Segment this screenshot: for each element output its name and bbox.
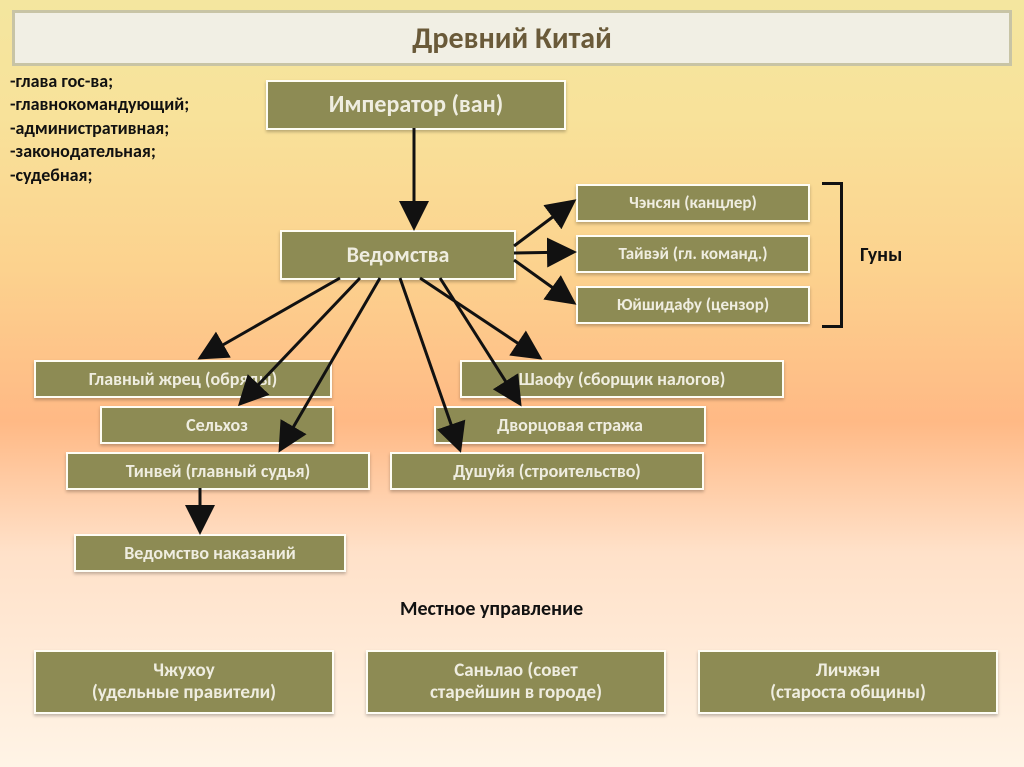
node-zhrec: Главный жрец (обряды) [34,360,332,398]
list-item: -судебная; [10,164,189,187]
node-dushuia: Душуйя (строительство) [390,452,704,490]
node-shaofu: Шаофу (сборщик налогов) [460,360,784,398]
node-tinvei: Тинвей (главный судья) [66,452,370,490]
page-title: Древний Китай [12,10,1012,66]
node-yushidafu: Юйшидафу (цензор) [576,286,810,324]
node-nakazanie: Ведомство наказаний [74,534,346,572]
node-sanlao: Саньлао (совет старейшин в городе) [366,650,666,714]
node-lichzhen: Личжэн (староста общины) [698,650,998,714]
guny-bracket [822,182,843,328]
node-chzhuhou: Чжухоу (удельные правители) [34,650,334,714]
guny-label: Гуны [860,243,902,267]
list-item: -главнокомандующий; [10,93,189,116]
node-taiwei: Тайвэй (гл. команд.) [576,235,810,273]
local-government-heading: Местное управление [400,597,583,621]
emperor-powers-list: -глава гос-ва; -главнокомандующий; -адми… [10,70,189,187]
list-item: -административная; [10,117,189,140]
node-chensyan: Чэнсян (канцлер) [576,184,810,222]
list-item: -глава гос-ва; [10,70,189,93]
node-emperor: Император (ван) [266,80,566,130]
node-vedomstva: Ведомства [280,230,516,280]
list-item: -законодательная; [10,140,189,163]
node-dvortsstr: Дворцовая стража [434,406,706,444]
node-selhoz: Сельхоз [100,406,334,444]
